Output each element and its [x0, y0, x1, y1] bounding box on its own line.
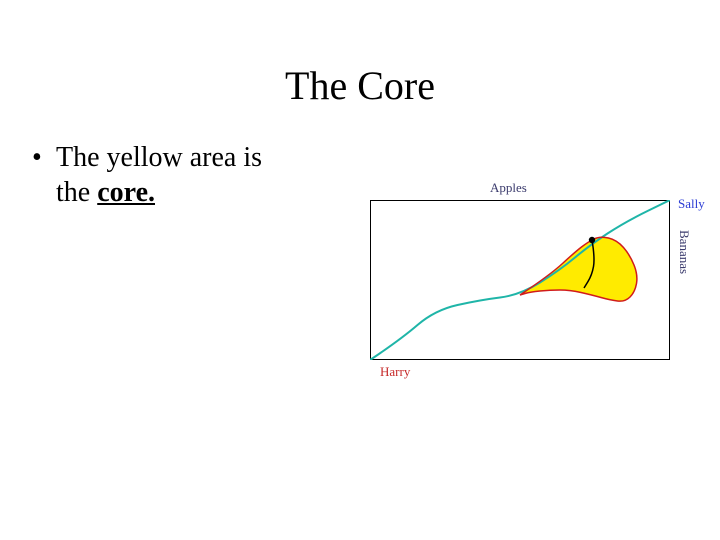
bullet-line1: The yellow area is — [56, 142, 262, 173]
label-sally: Sally — [678, 196, 705, 212]
bullet-line2: the core. — [32, 175, 262, 210]
label-harry: Harry — [380, 364, 410, 380]
edgeworth-diagram — [370, 200, 670, 360]
slide: The Core •The yellow area is the core. A… — [0, 0, 720, 540]
bullet-dot: • — [32, 140, 56, 175]
core-word: core. — [97, 177, 155, 208]
slide-title: The Core — [0, 62, 720, 109]
label-apples: Apples — [490, 180, 527, 196]
label-bananas: Bananas — [676, 230, 692, 274]
bullet-item: •The yellow area is the core. — [32, 140, 262, 210]
